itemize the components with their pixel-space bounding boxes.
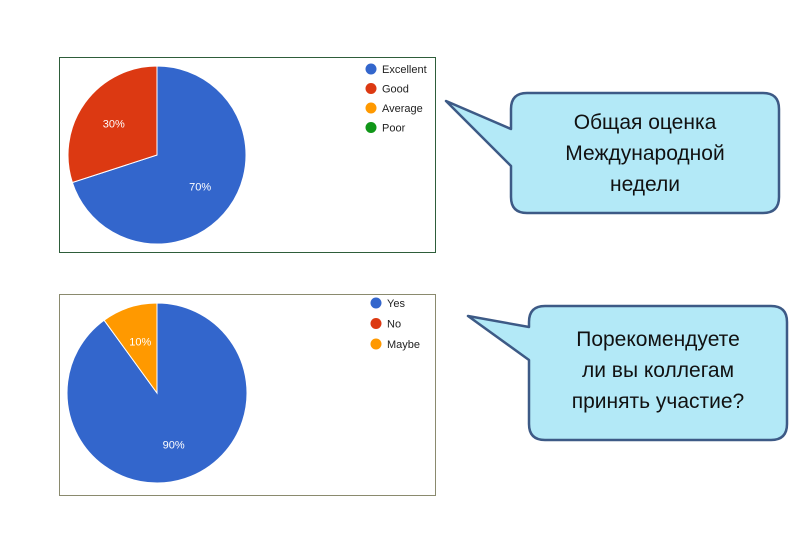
pie-slice-good (67, 65, 158, 184)
legend-marker-no (370, 318, 382, 329)
slice-label-yes: 90% (163, 439, 185, 451)
callout-line: недели (609, 173, 681, 196)
callout-line: принять участие? (571, 390, 745, 413)
legend-label-maybe: Maybe (387, 339, 420, 351)
pie-slice-maybe (103, 302, 158, 395)
slice-label-excellent: 70% (189, 181, 211, 193)
overall-rating-chart: 70% 30% Excellent Good Average Poor (59, 57, 436, 253)
legend-marker-yes (370, 297, 382, 309)
pie-legend: Excellent Good Average Poor (365, 63, 427, 135)
callout-bubble-overall-rating (444, 91, 781, 215)
legend-marker-good (365, 83, 377, 94)
callout-line: Международной (565, 142, 725, 165)
legend-label-no: No (387, 319, 401, 331)
pie-slice-labels: 90% 10% (129, 337, 185, 452)
callout-line: Порекомендуете (576, 328, 740, 351)
legend-marker-poor (365, 122, 377, 133)
legend-marker-excellent (365, 63, 377, 75)
legend-marker-average (365, 102, 377, 114)
pie-legend: Yes No Maybe (370, 297, 420, 351)
legend-label-excellent: Excellent (382, 64, 427, 76)
legend-label-good: Good (382, 84, 409, 96)
callout-line: Общая оценка (573, 111, 717, 134)
recommend-pie-svg: 90% 10% Yes No Maybe (66, 297, 420, 484)
pie-slice-excellent (71, 65, 247, 245)
pie-slice-labels: 70% 30% (103, 119, 212, 194)
slice-label-maybe: 10% (129, 337, 151, 349)
legend-label-poor: Poor (382, 123, 406, 135)
legend-label-yes: Yes (387, 298, 405, 310)
pie-slices (66, 302, 248, 484)
recommend-chart: 90% 10% Yes No Maybe (59, 294, 436, 496)
legend-label-average: Average (382, 103, 423, 115)
callout-line: ли вы коллегам (581, 359, 735, 382)
pie-slices (67, 65, 247, 245)
slice-label-good: 30% (103, 119, 125, 131)
callout-text-recommend: Порекомендуете ли вы коллегам принять уч… (530, 324, 786, 417)
callout-text-overall-rating: Общая оценка Международной недели (512, 107, 778, 200)
legend-marker-maybe (370, 338, 382, 350)
callout-bubble-recommend (466, 304, 789, 442)
overall-rating-pie-svg: 70% 30% Excellent Good Average Poor (67, 63, 427, 245)
